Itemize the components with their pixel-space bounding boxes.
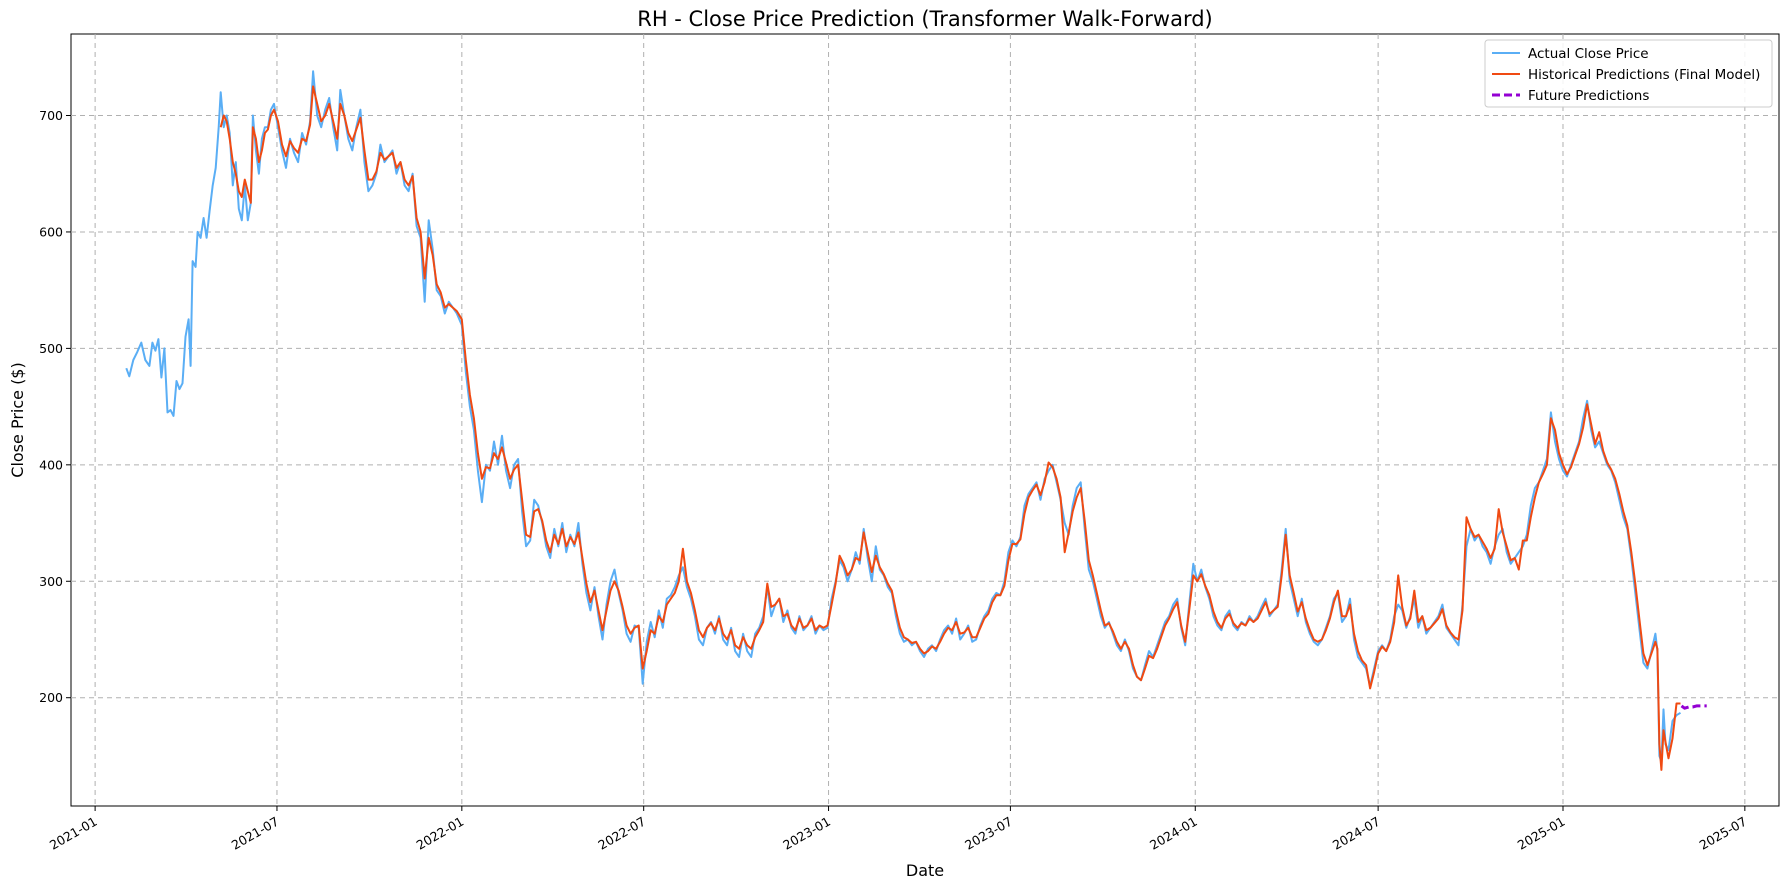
x-tick-label: 2022-07 bbox=[595, 814, 648, 853]
legend-box bbox=[1484, 39, 1773, 108]
chart-title: RH - Close Price Prediction (Transformer… bbox=[637, 7, 1212, 31]
legend-label-future: Future Predictions bbox=[1528, 88, 1649, 104]
y-tick-label: 500 bbox=[39, 341, 63, 356]
y-axis: 200 300 400 500 600 700 bbox=[39, 108, 71, 705]
x-tick-label: 2022-01 bbox=[414, 814, 467, 853]
x-tick-label: 2021-07 bbox=[229, 814, 282, 853]
y-tick-label: 700 bbox=[39, 108, 63, 123]
x-axis-title: Date bbox=[906, 861, 944, 880]
x-axis: 2021-01 2021-07 2022-01 2022-07 2023-01 2023-… bbox=[47, 806, 1749, 853]
x-tick-label: 2023-07 bbox=[962, 814, 1015, 853]
y-tick-label: 400 bbox=[39, 457, 63, 472]
series-group bbox=[125, 70, 1707, 771]
legend-label-actual: Actual Close Price bbox=[1528, 46, 1649, 62]
y-tick-label: 300 bbox=[39, 574, 63, 589]
x-tick-label: 2025-01 bbox=[1515, 814, 1568, 853]
x-tick-label: 2024-07 bbox=[1330, 814, 1383, 853]
grid bbox=[71, 34, 1779, 806]
x-tick-label: 2024-01 bbox=[1147, 814, 1200, 853]
plot-area bbox=[70, 33, 1780, 807]
legend: Actual Close Price Historical Prediction… bbox=[1484, 39, 1773, 108]
y-tick-label: 600 bbox=[39, 224, 63, 239]
x-tick-label: 2023-01 bbox=[780, 814, 833, 853]
y-tick-label: 200 bbox=[39, 690, 63, 705]
x-tick-label: 2021-01 bbox=[47, 814, 100, 853]
x-tick-label: 2025-07 bbox=[1697, 814, 1750, 853]
actual-close-line bbox=[125, 70, 1682, 763]
y-axis-title: Close Price ($) bbox=[8, 362, 27, 477]
future-predictions-line bbox=[1680, 704, 1707, 710]
legend-label-historical: Historical Predictions (Final Model) bbox=[1528, 67, 1760, 83]
historical-predictions-line bbox=[219, 85, 1681, 771]
